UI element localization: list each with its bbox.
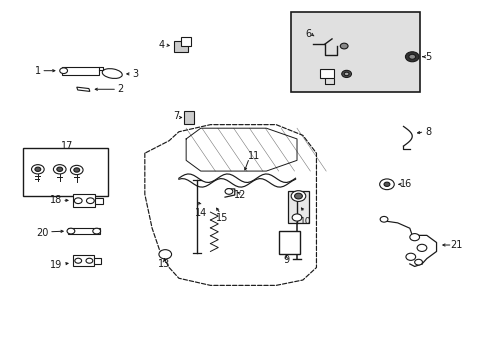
Circle shape	[70, 165, 83, 175]
Polygon shape	[77, 87, 90, 91]
Circle shape	[414, 259, 422, 265]
Circle shape	[379, 179, 393, 190]
Circle shape	[383, 182, 389, 186]
Text: 1: 1	[35, 66, 41, 76]
Circle shape	[60, 68, 67, 73]
Text: 5: 5	[424, 52, 430, 62]
Circle shape	[405, 253, 415, 260]
Text: 21: 21	[449, 240, 461, 250]
Text: 13: 13	[158, 259, 170, 269]
Text: 4: 4	[159, 40, 164, 50]
Text: 20: 20	[37, 228, 49, 238]
Text: 15: 15	[216, 212, 228, 222]
Circle shape	[290, 191, 305, 202]
Circle shape	[294, 193, 302, 199]
Bar	[23, 148, 108, 196]
Circle shape	[31, 165, 44, 174]
Circle shape	[344, 72, 348, 76]
Bar	[73, 194, 95, 207]
Circle shape	[379, 216, 387, 222]
Bar	[287, 191, 308, 223]
Circle shape	[74, 168, 80, 172]
Bar	[68, 228, 100, 234]
Text: 19: 19	[50, 260, 62, 270]
Text: 6: 6	[305, 29, 311, 39]
Bar	[278, 231, 300, 254]
Circle shape	[86, 198, 94, 203]
Circle shape	[416, 244, 426, 251]
Bar	[62, 67, 99, 75]
Text: 14: 14	[194, 208, 206, 218]
Circle shape	[291, 214, 301, 221]
Circle shape	[405, 52, 418, 62]
Text: 17: 17	[61, 141, 73, 151]
Circle shape	[408, 54, 415, 59]
Circle shape	[67, 228, 75, 234]
Text: 3: 3	[132, 69, 138, 79]
Circle shape	[93, 228, 101, 234]
Bar	[183, 111, 194, 123]
Bar	[319, 69, 334, 78]
Text: 12: 12	[234, 190, 246, 201]
Text: 8: 8	[425, 127, 430, 137]
Circle shape	[75, 258, 81, 263]
Bar	[95, 198, 102, 204]
Circle shape	[159, 249, 171, 259]
Circle shape	[53, 165, 66, 174]
Circle shape	[341, 70, 351, 77]
Circle shape	[340, 43, 347, 49]
Ellipse shape	[102, 69, 122, 78]
Bar	[174, 41, 187, 52]
Circle shape	[35, 167, 41, 171]
Text: 7: 7	[173, 111, 179, 121]
Bar	[73, 255, 94, 266]
Bar	[181, 37, 191, 46]
Text: 16: 16	[399, 179, 411, 189]
Bar	[94, 258, 101, 264]
Text: 18: 18	[50, 195, 62, 205]
Circle shape	[409, 234, 419, 241]
Text: 10: 10	[299, 217, 310, 226]
Bar	[290, 12, 419, 93]
Text: 11: 11	[247, 151, 260, 161]
Circle shape	[86, 258, 93, 263]
Circle shape	[57, 167, 62, 171]
Text: 9: 9	[283, 255, 289, 265]
Circle shape	[224, 189, 232, 194]
Circle shape	[74, 198, 82, 203]
Text: 2: 2	[117, 84, 123, 94]
